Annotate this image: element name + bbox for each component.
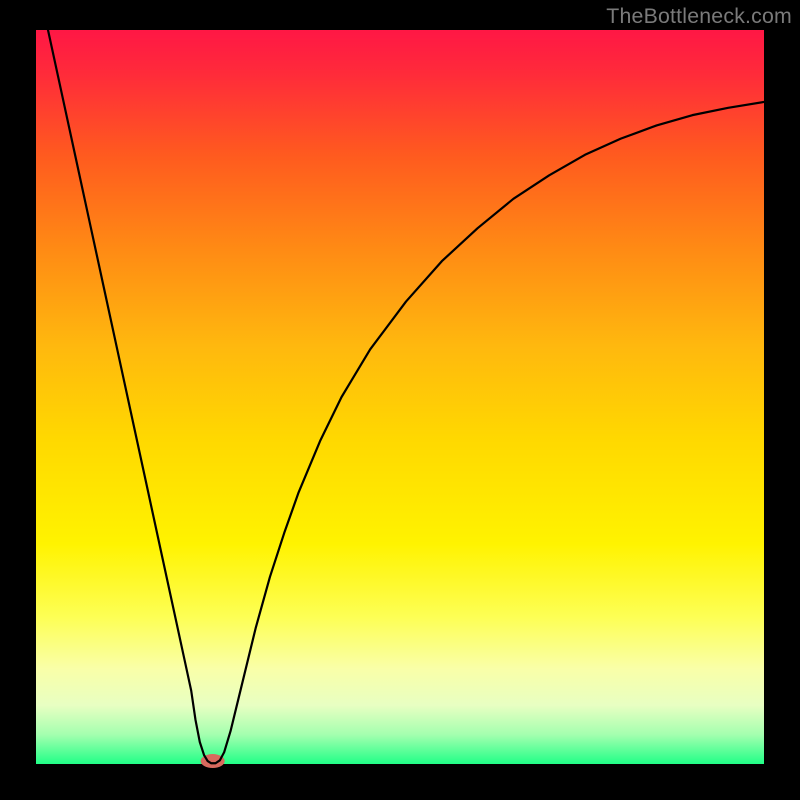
chart-container: TheBottleneck.com [0, 0, 800, 800]
bottleneck-curve-chart [0, 0, 800, 800]
plot-area [36, 30, 764, 764]
watermark-text: TheBottleneck.com [606, 4, 792, 29]
